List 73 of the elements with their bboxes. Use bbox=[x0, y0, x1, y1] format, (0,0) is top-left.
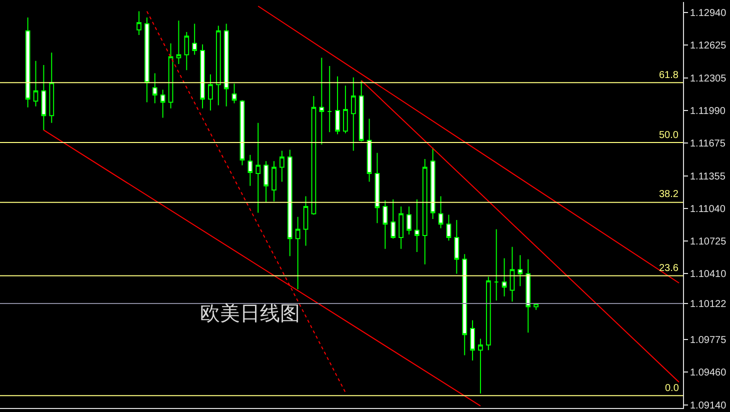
candlestick bbox=[430, 147, 436, 220]
annotation: 50.0 bbox=[659, 130, 679, 141]
y-tick-label: 1.12940 bbox=[690, 8, 727, 19]
candlestick bbox=[446, 214, 452, 242]
candlestick bbox=[192, 23, 198, 56]
candlestick bbox=[494, 228, 499, 302]
candlestick bbox=[311, 96, 316, 216]
candlestick bbox=[256, 122, 261, 214]
annotation: 0.0 bbox=[665, 383, 680, 394]
candlestick bbox=[136, 10, 142, 36]
candlestick bbox=[232, 83, 237, 104]
annotation: 61.8 bbox=[659, 70, 679, 81]
y-tick-label: 1.12305 bbox=[690, 73, 727, 84]
candlestick bbox=[350, 76, 356, 152]
candlestick bbox=[526, 258, 531, 334]
candlestick bbox=[264, 160, 268, 203]
candlestick bbox=[200, 44, 205, 109]
y-tick-label: 1.10122 bbox=[690, 298, 727, 310]
candlestick bbox=[176, 20, 182, 64]
candlestick bbox=[462, 254, 468, 356]
y-tick-label: 1.09460 bbox=[690, 367, 727, 378]
candlestick bbox=[358, 80, 364, 142]
candlestick bbox=[152, 72, 158, 104]
candlestick bbox=[518, 254, 523, 287]
candlestick bbox=[160, 89, 166, 118]
candlestick bbox=[478, 338, 483, 394]
candlestick bbox=[272, 160, 276, 202]
candlestick bbox=[398, 206, 404, 250]
candlestick bbox=[319, 57, 324, 146]
candlestick bbox=[406, 206, 412, 235]
candlestick bbox=[41, 64, 46, 131]
candlestick bbox=[390, 198, 396, 240]
y-tick-label: 1.09140 bbox=[690, 400, 727, 412]
candlestick bbox=[208, 74, 213, 111]
candlestick bbox=[216, 25, 221, 106]
candlestick bbox=[382, 200, 388, 250]
candlestick bbox=[510, 246, 515, 302]
candlestick bbox=[287, 149, 292, 257]
candlestick bbox=[374, 152, 380, 224]
candlestick bbox=[49, 52, 54, 124]
candlestick bbox=[335, 76, 340, 135]
annotation: 23.6 bbox=[659, 263, 679, 274]
candlestick bbox=[438, 196, 444, 229]
candlestick bbox=[343, 85, 348, 134]
y-tick-label: 1.12625 bbox=[690, 40, 727, 52]
candlestick bbox=[144, 17, 150, 103]
candlestick bbox=[502, 258, 507, 297]
candlestick bbox=[454, 219, 460, 274]
candlestick bbox=[240, 100, 245, 166]
candlestick bbox=[279, 150, 284, 182]
candlestick bbox=[295, 216, 300, 290]
candlestick bbox=[327, 66, 332, 133]
candlestick bbox=[414, 198, 420, 253]
candlestick bbox=[168, 42, 174, 109]
y-tick-label: 1.10410 bbox=[690, 269, 727, 280]
y-tick-label: 1.10725 bbox=[690, 236, 727, 248]
candlestick bbox=[422, 158, 428, 265]
y-tick-label: 1.11040 bbox=[690, 204, 726, 216]
candlestick bbox=[224, 23, 229, 107]
y-tick-label: 1.11990 bbox=[690, 106, 726, 117]
annotation: 欧美日线图 bbox=[200, 301, 300, 325]
candlestick bbox=[470, 320, 475, 361]
candlestick bbox=[366, 118, 372, 182]
candlestick bbox=[303, 196, 308, 246]
candlestick bbox=[248, 154, 253, 186]
candlestick bbox=[184, 31, 190, 71]
candlestick bbox=[33, 60, 38, 107]
annotation: 38.2 bbox=[659, 189, 679, 200]
candlestick bbox=[486, 276, 491, 351]
candlestick bbox=[25, 17, 30, 108]
y-tick-label: 1.11675 bbox=[690, 138, 726, 150]
y-tick-label: 1.11355 bbox=[690, 172, 726, 183]
y-tick-label: 1.09775 bbox=[690, 334, 727, 346]
